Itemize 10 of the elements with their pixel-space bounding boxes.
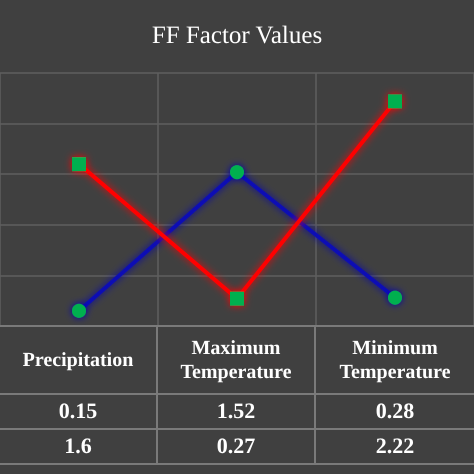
data-label: 1.52 (158, 395, 316, 430)
data-label: 0.27 (158, 430, 316, 465)
data-label: 0.15 (0, 395, 158, 430)
x-tick-label: Minimum Temperature (338, 336, 452, 384)
data-label: 1.6 (0, 430, 158, 465)
chart-title: FF Factor Values (152, 22, 322, 49)
x-tick-label: Precipitation (22, 348, 134, 372)
x-tick-label: Maximum Temperature (179, 336, 293, 384)
data-label: 0.28 (316, 395, 474, 430)
data-label: 2.22 (316, 430, 474, 465)
